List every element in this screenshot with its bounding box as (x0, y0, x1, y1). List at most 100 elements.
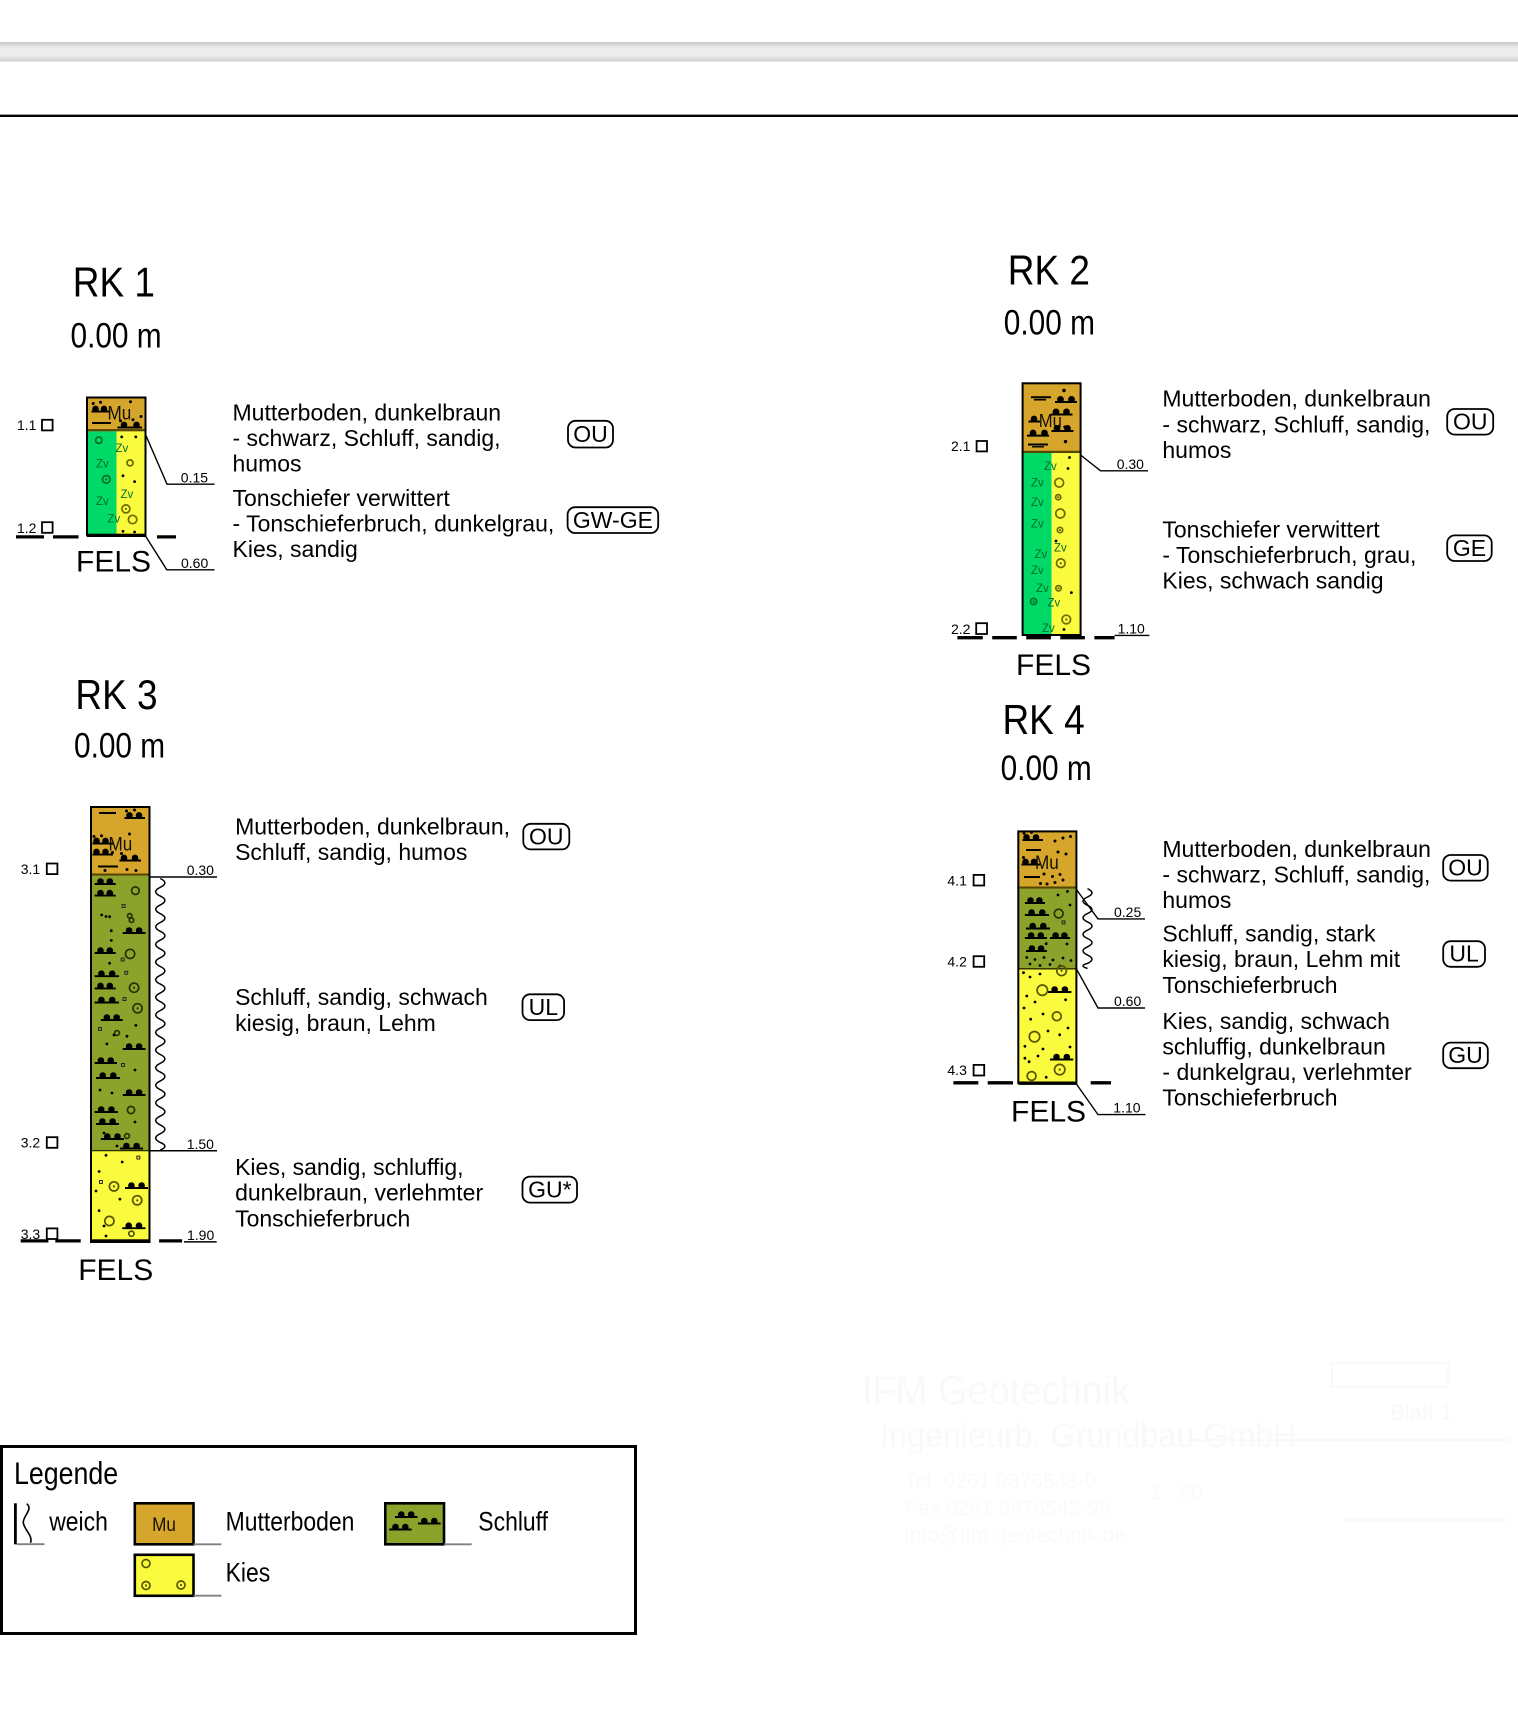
svg-text:GE: GE (1453, 535, 1486, 561)
svg-text:Zv: Zv (96, 459, 109, 471)
svg-text:Zv: Zv (96, 496, 109, 508)
svg-text:Schluff, sandig, stark: Schluff, sandig, stark (1162, 921, 1376, 947)
svg-text:Fax 0261 9876543-99: Fax 0261 9876543-99 (905, 1497, 1111, 1520)
svg-text:Zv: Zv (1054, 543, 1067, 555)
svg-text:2.2: 2.2 (951, 621, 971, 637)
svg-text:Kies, sandig, schwach: Kies, sandig, schwach (1162, 1008, 1390, 1034)
svg-text:Schluff, sandig, schwach: Schluff, sandig, schwach (235, 984, 488, 1010)
svg-text:Ingenieurb. Grundbau GmbH: Ingenieurb. Grundbau GmbH (880, 1417, 1297, 1455)
svg-text:Tonschieferbruch: Tonschieferbruch (1162, 972, 1337, 998)
svg-text:FELS: FELS (1011, 1096, 1086, 1129)
svg-text:Mu: Mu (1035, 852, 1059, 873)
svg-text:- Tonschieferbruch, grau,: - Tonschieferbruch, grau, (1162, 542, 1416, 568)
svg-text:FELS: FELS (76, 546, 151, 579)
svg-text:dunkelbraun, verlehmter: dunkelbraun, verlehmter (235, 1180, 483, 1206)
svg-text:humos: humos (233, 451, 302, 477)
svg-text:0.00 m: 0.00 m (1001, 748, 1092, 788)
svg-text:Zv: Zv (1044, 461, 1057, 473)
svg-text:RK 3: RK 3 (75, 672, 157, 719)
svg-text:GU*: GU* (528, 1176, 572, 1202)
svg-text:Tonschiefer verwittert: Tonschiefer verwittert (233, 485, 451, 511)
svg-text:- schwarz, Schluff, sandig,: - schwarz, Schluff, sandig, (1162, 411, 1430, 437)
svg-text:2.1: 2.1 (951, 438, 971, 454)
svg-text:0.00 m: 0.00 m (74, 725, 165, 765)
svg-text:1.90: 1.90 (187, 1227, 214, 1243)
svg-text:Mu: Mu (108, 403, 132, 424)
svg-text:Tonschieferbruch: Tonschieferbruch (1162, 1085, 1337, 1111)
svg-text:UL: UL (1449, 941, 1479, 967)
svg-text:IFM Geotechnik: IFM Geotechnik (862, 1369, 1131, 1413)
svg-text:Zv: Zv (121, 489, 134, 501)
svg-text:Mutterboden, dunkelbraun,: Mutterboden, dunkelbraun, (235, 813, 510, 839)
svg-text:OU: OU (1453, 409, 1488, 435)
svg-text:0.60: 0.60 (1114, 993, 1141, 1009)
svg-text:Schluff, sandig, humos: Schluff, sandig, humos (235, 839, 467, 865)
svg-text:info@ifm-geotechnik.de: info@ifm-geotechnik.de (905, 1524, 1126, 1547)
svg-text:0.25: 0.25 (1114, 904, 1141, 920)
svg-text:3.2: 3.2 (21, 1135, 41, 1151)
svg-text:humos: humos (1162, 437, 1231, 463)
svg-text:schluffig, dunkelbraun: schluffig, dunkelbraun (1162, 1034, 1385, 1060)
svg-text:Zv: Zv (108, 514, 121, 526)
svg-text:Zv: Zv (1042, 623, 1055, 635)
svg-text:0.15: 0.15 (181, 470, 208, 486)
svg-text:- schwarz, Schluff, sandig,: - schwarz, Schluff, sandig, (1162, 862, 1430, 888)
svg-text:Kies: Kies (226, 1558, 271, 1588)
svg-text:1.10: 1.10 (1118, 621, 1145, 637)
svg-text:1.2: 1.2 (17, 520, 37, 536)
svg-text:Zv: Zv (1031, 519, 1044, 531)
svg-text:GU: GU (1448, 1042, 1483, 1068)
svg-text:- Tonschieferbruch, dunkelgrau: - Tonschieferbruch, dunkelgrau, (233, 511, 555, 537)
svg-text:1.50: 1.50 (187, 1136, 214, 1152)
svg-text:RK 4: RK 4 (1003, 697, 1085, 744)
svg-text:Kies, sandig, schluffig,: Kies, sandig, schluffig, (235, 1154, 463, 1180)
svg-text:Blatt 1: Blatt 1 (1390, 1400, 1452, 1425)
svg-text:Zv: Zv (116, 443, 129, 455)
svg-text:Mutterboden, dunkelbraun: Mutterboden, dunkelbraun (1162, 386, 1431, 412)
svg-text:Mutterboden, dunkelbraun: Mutterboden, dunkelbraun (233, 400, 502, 426)
svg-text:Tonschieferbruch: Tonschieferbruch (235, 1205, 410, 1231)
svg-text:Zv: Zv (1035, 549, 1048, 561)
svg-text:4.2: 4.2 (947, 954, 967, 970)
svg-text:Kies, schwach sandig: Kies, schwach sandig (1162, 568, 1383, 594)
svg-text:Schluff: Schluff (478, 1507, 548, 1537)
svg-text:RK 1: RK 1 (73, 259, 155, 306)
svg-text:OU: OU (529, 823, 564, 849)
svg-text:4.3: 4.3 (947, 1062, 967, 1078)
svg-text:3.3: 3.3 (21, 1226, 41, 1242)
svg-text:Mutterboden: Mutterboden (226, 1507, 355, 1537)
svg-text:0.00 m: 0.00 m (71, 315, 162, 355)
svg-text:GW-GE: GW-GE (573, 507, 653, 533)
svg-text:FELS: FELS (1016, 649, 1091, 682)
svg-text:1 : 50: 1 : 50 (1150, 1482, 1203, 1505)
svg-text:- schwarz, Schluff, sandig,: - schwarz, Schluff, sandig, (233, 425, 501, 451)
svg-text:0.30: 0.30 (187, 862, 214, 878)
svg-text:UL: UL (529, 994, 559, 1020)
svg-text:Tel. 0261 9876543-0: Tel. 0261 9876543-0 (905, 1470, 1097, 1493)
svg-text:Kies, sandig: Kies, sandig (233, 536, 358, 562)
svg-text:kiesig, braun, Lehm mit: kiesig, braun, Lehm mit (1162, 946, 1400, 972)
svg-text:FELS: FELS (78, 1254, 153, 1287)
svg-text:Mu: Mu (109, 834, 133, 855)
svg-text:Zv: Zv (1031, 497, 1044, 509)
svg-text:1.1: 1.1 (17, 417, 37, 433)
svg-text:Zv: Zv (1048, 598, 1061, 610)
svg-text:0.30: 0.30 (1117, 456, 1144, 472)
svg-text:Tonschiefer verwittert: Tonschiefer verwittert (1162, 517, 1380, 543)
svg-text:OU: OU (1448, 855, 1483, 881)
svg-text:0.60: 0.60 (181, 555, 208, 571)
svg-text:Zv: Zv (1031, 565, 1044, 577)
svg-text:humos: humos (1162, 887, 1231, 913)
svg-text:OU: OU (573, 421, 608, 447)
svg-text:Zv: Zv (1031, 478, 1044, 490)
svg-text:kiesig, braun, Lehm: kiesig, braun, Lehm (235, 1010, 436, 1036)
svg-text:RK 2: RK 2 (1008, 247, 1090, 294)
svg-text:3.1: 3.1 (21, 861, 41, 877)
svg-text:Legende: Legende (14, 1457, 118, 1491)
svg-text:1.10: 1.10 (1113, 1100, 1140, 1116)
svg-text:- dunkelgrau, verlehmter: - dunkelgrau, verlehmter (1162, 1059, 1412, 1085)
svg-text:weich: weich (48, 1507, 108, 1537)
svg-text:Zv: Zv (1036, 583, 1049, 595)
svg-text:4.1: 4.1 (947, 872, 967, 888)
svg-text:Mutterboden, dunkelbraun: Mutterboden, dunkelbraun (1162, 836, 1431, 862)
